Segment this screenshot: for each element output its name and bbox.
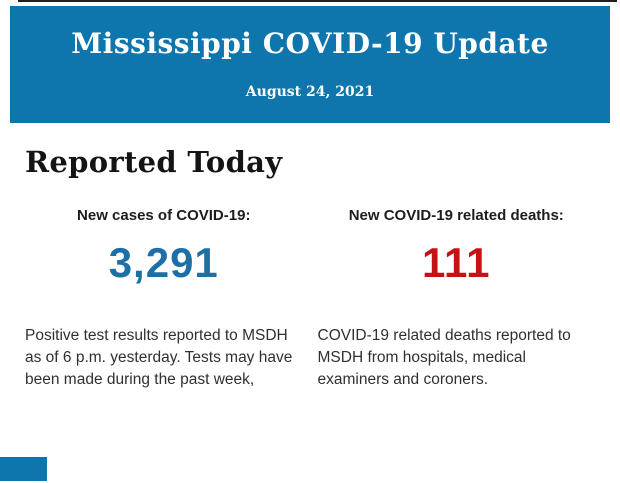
page-title: Mississippi COVID-19 Update [71,27,549,60]
new-deaths-label: New COVID-19 related deaths: [348,207,564,224]
new-cases-label: New cases of COVID-19: [77,207,251,224]
section-heading: Reported Today [25,145,283,179]
new-cases-value: 3,291 [108,239,219,286]
new-cases-description: Positive test results reported to MSDH a… [25,327,293,388]
new-deaths-description: COVID-19 related deaths reported to MSDH… [317,327,571,388]
report-content: Reported Today New cases of COVID-19: 3,… [0,123,620,391]
stats-row: New cases of COVID-19: 3,291 Positive te… [25,207,595,391]
report-date: August 24, 2021 [245,84,375,100]
next-section-corner [0,457,47,481]
stat-new-deaths: New COVID-19 related deaths: 111 COVID-1… [318,207,596,391]
stat-new-cases: New cases of COVID-19: 3,291 Positive te… [25,207,303,391]
top-rule [18,0,617,2]
header-banner: Mississippi COVID-19 Update August 24, 2… [10,6,610,123]
new-deaths-value: 111 [422,239,491,286]
